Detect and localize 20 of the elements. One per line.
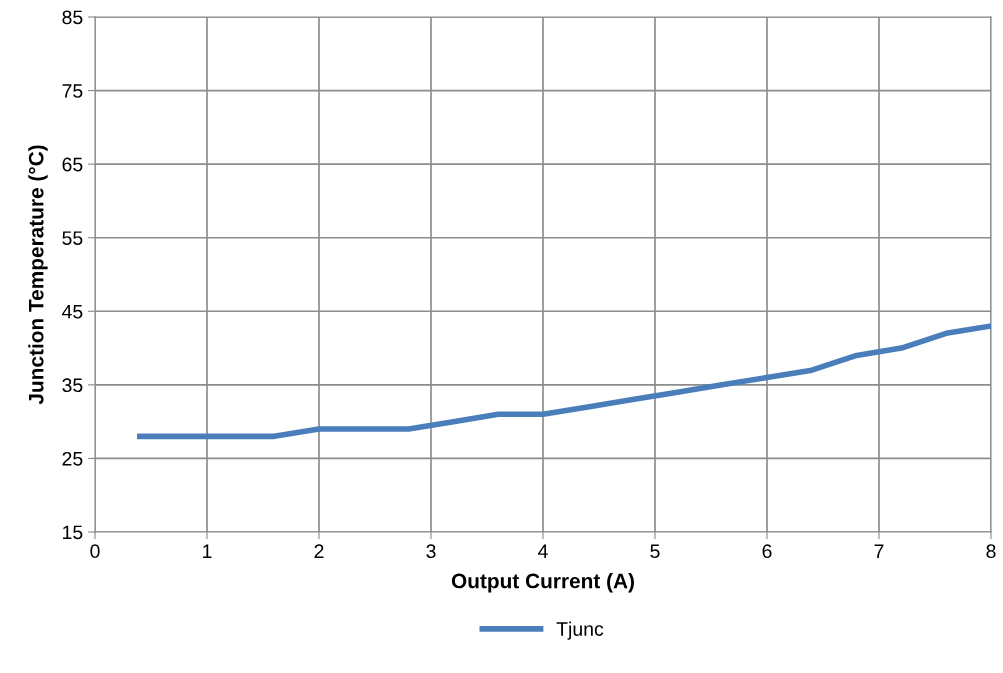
x-axis-title: Output Current (A) bbox=[451, 573, 634, 593]
x-tick-label: 5 bbox=[650, 544, 660, 559]
x-tick-label: 0 bbox=[90, 544, 100, 559]
legend-label: Tjunc bbox=[556, 621, 604, 640]
y-tick-label: 85 bbox=[62, 10, 83, 25]
y-tick-label: 55 bbox=[62, 231, 83, 245]
y-tick-label: 45 bbox=[62, 304, 83, 319]
x-tick-label: 3 bbox=[426, 544, 436, 559]
y-tick-label: 25 bbox=[62, 451, 83, 466]
y-tick-label: 15 bbox=[63, 525, 83, 540]
x-tick-label: 6 bbox=[762, 544, 772, 559]
x-tick-label: 2 bbox=[314, 544, 324, 558]
x-tick-label: 7 bbox=[874, 544, 884, 558]
x-tick-label: 4 bbox=[538, 544, 548, 558]
y-tick-label: 65 bbox=[62, 157, 83, 172]
x-tick-label: 1 bbox=[203, 544, 212, 558]
y-tick-label: 35 bbox=[62, 378, 83, 393]
x-tick-label: 8 bbox=[986, 544, 996, 559]
y-tick-label: 75 bbox=[62, 84, 83, 98]
y-axis-title: Junction Temperature (°C) bbox=[28, 145, 48, 405]
